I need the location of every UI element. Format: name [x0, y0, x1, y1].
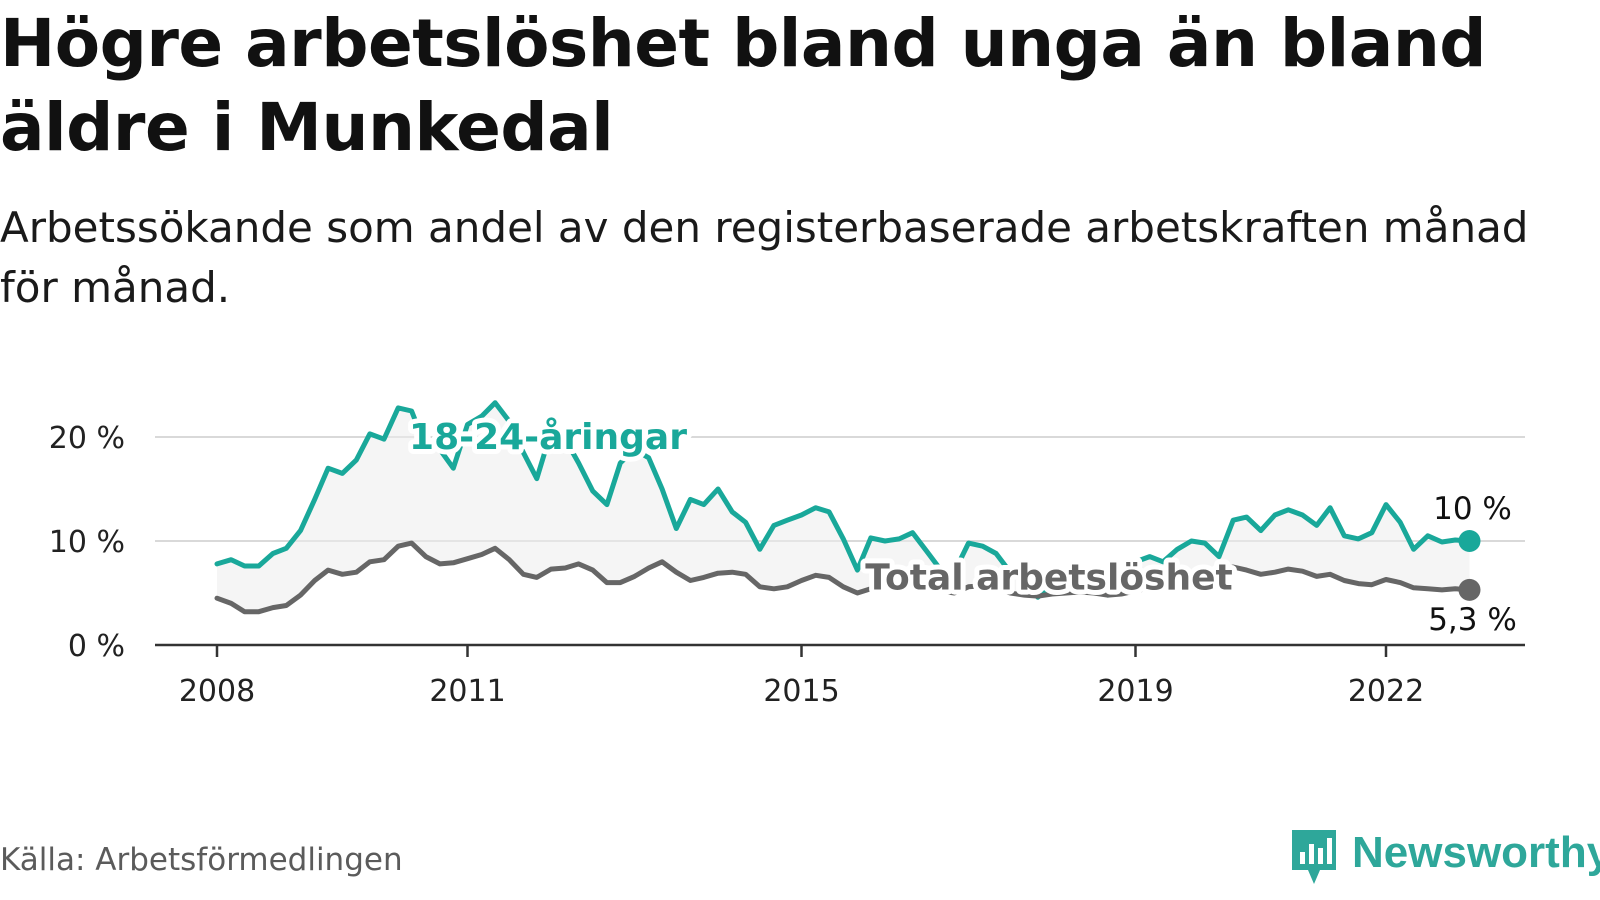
brand-logo: Newsworthy	[1290, 828, 1600, 886]
series-end-point-1	[1458, 578, 1481, 601]
end-value-label-1: 5,3 %	[1428, 602, 1517, 638]
newsworthy-logo-icon	[1292, 830, 1336, 884]
axes: 0 % 10 % 20 % 2008 2011 2015 2019 2022	[49, 421, 1525, 709]
x-tick-label: 2022	[1348, 674, 1424, 709]
difference-band	[217, 402, 1470, 612]
x-tick-label: 2019	[1097, 674, 1173, 709]
series-line-0	[214, 400, 1472, 600]
labels: 10 % 5,3 % 18-24-åringar Total arbetslöshet	[404, 412, 1517, 638]
series-lines	[214, 400, 1481, 615]
x-tick-label: 2015	[763, 674, 839, 709]
chart-title: Högre arbetslöshet bland unga än bland ä…	[0, 5, 1487, 166]
source-note: Källa: Arbetsförmedlingen	[0, 842, 403, 878]
line-chart: 0 % 10 % 20 % 2008 2011 2015 2019 2022 10 % 5,3 …	[49, 400, 1525, 709]
chart-subtitle: Arbetssökande som andel av den registerb…	[0, 203, 1529, 312]
series-label-0: 18-24-åringar	[409, 417, 687, 458]
end-value-label-0: 10 %	[1433, 491, 1512, 527]
x-tick-label: 2011	[429, 674, 505, 709]
x-tick-label: 2008	[179, 674, 255, 709]
series-label-1: Total arbetslöshet	[865, 557, 1233, 598]
series-end-point-0	[1458, 530, 1481, 552]
series-line-1	[214, 540, 1472, 615]
y-tick-label: 10 %	[49, 525, 125, 560]
y-tick-label: 0 %	[68, 629, 125, 664]
brand-name: Newsworthy	[1352, 828, 1600, 877]
y-tick-label: 20 %	[49, 421, 125, 456]
